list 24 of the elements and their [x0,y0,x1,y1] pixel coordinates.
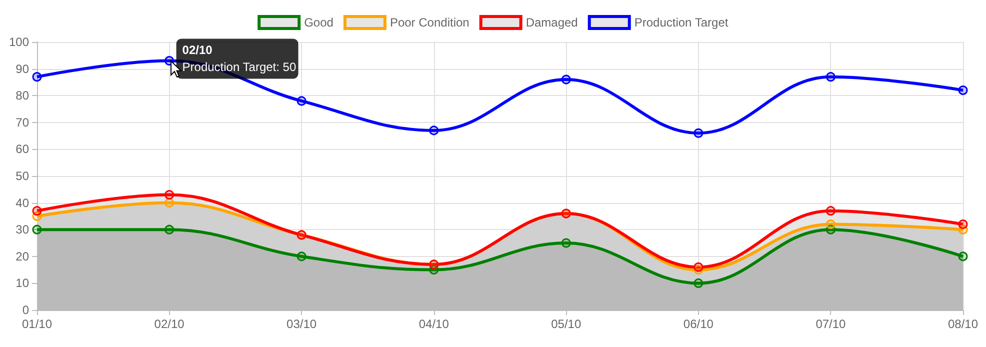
x-tick-label: 03/10 [286,317,317,331]
y-tick-label: 20 [16,249,30,264]
y-tick-label: 60 [16,142,30,156]
annotation: 02/10 Production Target: 50 [182,42,296,74]
x-tick-label: 04/10 [418,317,450,331]
x-tick-label: 02/10 [154,317,185,331]
y-tick-label: 100 [8,35,30,49]
y-tick-label: 10 [16,276,30,290]
legend-label: Production Target [634,16,729,30]
y-tick-label: 0 [22,303,30,317]
legend-label: Poor Condition [390,16,470,30]
x-tick-label: 01/10 [22,317,52,331]
y-tick-label: 70 [16,115,30,130]
y-tick-label: 40 [16,196,30,210]
y-tick-label: 80 [16,88,30,103]
x-tick-label: 08/10 [948,317,978,331]
legend-label: Good [304,16,334,30]
y-tick-label: 90 [16,62,30,76]
x-tick-label: 07/10 [816,317,846,331]
y-tick-label: 50 [16,169,30,183]
legend-label: Damaged [526,16,578,30]
x-tick-label: 06/10 [683,317,714,331]
y-tick-label: 30 [16,222,30,237]
x-tick-label: 05/10 [551,317,582,331]
